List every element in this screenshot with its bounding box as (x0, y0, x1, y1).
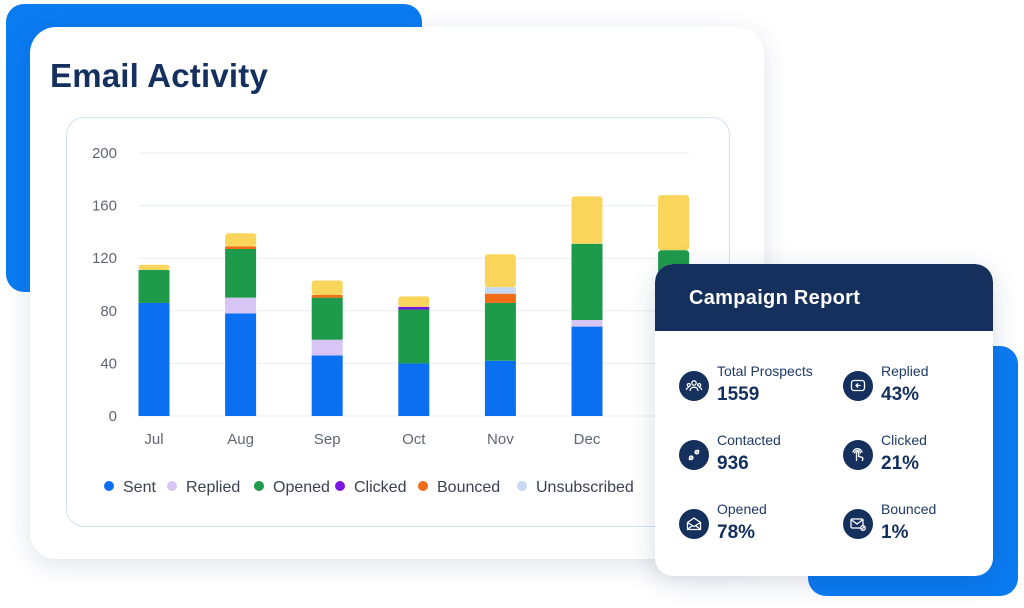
stat-clicked: Clicked 21% (843, 432, 993, 482)
legend-swatch (254, 481, 264, 491)
email-activity-card: Email Activity 0 40 80 120 160 200 Jul Aug Sep Oc… (30, 27, 764, 559)
stat-value: 936 (717, 453, 749, 474)
people-icon (679, 371, 709, 401)
bar-segment (311, 297, 343, 340)
envelope-bounced-icon (843, 509, 873, 539)
bar-segment (484, 360, 516, 416)
bar-segment (571, 196, 603, 244)
y-tick-label: 40 (100, 355, 117, 372)
bar-segment (225, 246, 257, 249)
bar-segment (398, 363, 430, 416)
pointer-click-icon (843, 440, 873, 470)
legend-swatch (167, 481, 177, 491)
stat-label: Contacted (717, 432, 781, 448)
open-envelope-icon (679, 509, 709, 539)
page-title: Email Activity (50, 57, 268, 94)
bar-segment (484, 302, 516, 361)
y-tick-label: 120 (92, 250, 117, 267)
bar-segment (571, 326, 603, 416)
bar-segment (225, 248, 257, 298)
stat-value: 21% (881, 453, 920, 474)
report-title: Campaign Report (689, 287, 861, 309)
stat-label: Clicked (881, 432, 927, 448)
bar-segment (311, 280, 343, 296)
campaign-report-card: Campaign Report Total Prospects 1559 Rep… (655, 264, 993, 576)
legend-swatch (517, 481, 527, 491)
stat-label: Replied (881, 363, 929, 379)
legend-label: Replied (186, 479, 240, 496)
bar-segment (311, 355, 343, 416)
stat-value: 78% (717, 522, 756, 543)
stat-label: Bounced (881, 501, 937, 517)
stat-opened: Opened 78% (679, 501, 839, 551)
x-tick-label: Sep (314, 431, 341, 448)
bar-segment (225, 297, 257, 314)
bar-segment (484, 287, 516, 294)
bar-segment (311, 339, 343, 356)
chart-panel: 0 40 80 120 160 200 Jul Aug Sep Oct Nov Dec Sent Rep… (66, 117, 730, 527)
x-tick-label: Dec (574, 431, 601, 448)
bar-segment (398, 309, 430, 364)
stat-total-prospects: Total Prospects 1559 (679, 363, 839, 413)
stat-label: Total Prospects (717, 363, 813, 379)
stat-value: 43% (881, 384, 920, 405)
legend-label: Unsubscribed (536, 479, 634, 496)
x-tick-label: Nov (487, 431, 514, 448)
bar-segment (571, 320, 603, 327)
legend-label: Clicked (354, 479, 406, 496)
stat-value: 1% (881, 522, 909, 543)
report-header: Campaign Report (655, 264, 993, 331)
legend-label: Sent (123, 479, 156, 496)
legend-swatch (104, 481, 114, 491)
bar-segment (398, 296, 430, 307)
bar-segment (138, 264, 170, 271)
stat-value: 1559 (717, 384, 760, 405)
bar-segment (225, 313, 257, 416)
bar-segment (311, 295, 343, 298)
stat-bounced: Bounced 1% (843, 501, 993, 551)
bar-segment (225, 233, 257, 247)
bar-segment (138, 302, 170, 416)
send-icon (679, 440, 709, 470)
reply-icon (843, 371, 873, 401)
stat-contacted: Contacted 936 (679, 432, 839, 482)
email-activity-chart: 0 40 80 120 160 200 Jul Aug Sep Oct Nov Dec Sent Rep… (92, 145, 690, 496)
x-tick-label: Aug (227, 431, 254, 448)
bar-segment (658, 195, 690, 251)
legend-label: Opened (273, 479, 330, 496)
bar-segment (398, 306, 430, 310)
legend-label: Bounced (437, 479, 500, 496)
stat-replied: Replied 43% (843, 363, 993, 413)
stat-label: Opened (717, 501, 767, 517)
x-tick-label: Jul (144, 431, 163, 448)
y-tick-label: 80 (100, 303, 117, 320)
y-tick-label: 200 (92, 145, 117, 162)
bar-segment (484, 254, 516, 288)
x-tick-label: Oct (402, 431, 426, 448)
y-tick-label: 0 (109, 408, 117, 425)
bar-segment (484, 293, 516, 303)
y-tick-label: 160 (92, 198, 117, 215)
bar-segment (571, 243, 603, 321)
legend-swatch (418, 481, 428, 491)
bar-segment (138, 270, 170, 303)
legend-swatch (335, 481, 345, 491)
